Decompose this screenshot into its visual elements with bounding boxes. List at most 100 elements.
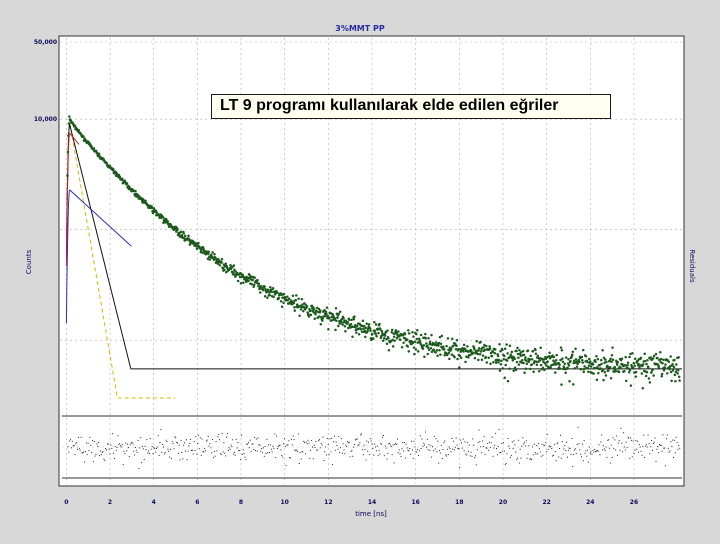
residual-point bbox=[236, 447, 238, 449]
residual-point bbox=[561, 441, 563, 442]
data-point bbox=[520, 350, 523, 354]
residual-point bbox=[362, 454, 364, 456]
residual-point bbox=[645, 445, 646, 447]
data-point bbox=[324, 310, 328, 314]
residual-point bbox=[207, 436, 209, 438]
data-point bbox=[266, 296, 269, 299]
data-point bbox=[477, 349, 480, 352]
residual-point bbox=[571, 438, 573, 439]
residual-point bbox=[202, 451, 204, 453]
residual-point bbox=[249, 439, 251, 441]
residual-point bbox=[78, 447, 80, 449]
data-point bbox=[281, 296, 284, 299]
residual-point bbox=[638, 451, 639, 453]
residual-point bbox=[97, 446, 99, 447]
data-point bbox=[509, 353, 513, 356]
residual-point bbox=[641, 454, 643, 456]
data-point bbox=[532, 370, 535, 374]
residual-point bbox=[111, 447, 113, 449]
residual-point bbox=[425, 431, 426, 433]
data-point bbox=[341, 323, 344, 326]
residual-point bbox=[163, 453, 165, 455]
residual-point bbox=[161, 451, 163, 453]
data-point bbox=[580, 355, 584, 359]
data-point bbox=[416, 329, 419, 332]
data-point bbox=[677, 375, 681, 378]
residual-point bbox=[290, 457, 292, 459]
residual-point bbox=[68, 451, 70, 453]
residual-point bbox=[194, 450, 196, 451]
residual-point bbox=[92, 461, 94, 463]
residual-point bbox=[488, 449, 490, 451]
data-point bbox=[448, 357, 451, 361]
residuals-axis-label: Residuals bbox=[688, 249, 696, 283]
residual-point bbox=[256, 450, 258, 452]
residual-point bbox=[170, 448, 171, 450]
data-point bbox=[440, 334, 444, 338]
residual-point bbox=[191, 449, 193, 451]
data-point bbox=[344, 329, 347, 333]
data-point bbox=[478, 353, 482, 356]
data-point bbox=[261, 288, 265, 292]
residual-point bbox=[81, 452, 83, 454]
data-point bbox=[187, 234, 190, 238]
residual-point bbox=[532, 454, 534, 456]
data-point bbox=[315, 306, 319, 310]
residual-point bbox=[214, 455, 216, 457]
residual-point bbox=[246, 443, 248, 445]
data-point bbox=[66, 150, 70, 154]
residual-point bbox=[230, 444, 232, 446]
data-point bbox=[513, 357, 516, 361]
residual-point bbox=[283, 443, 284, 445]
data-point bbox=[279, 300, 283, 303]
data-point bbox=[647, 366, 650, 370]
residual-point bbox=[611, 457, 613, 458]
data-point bbox=[629, 384, 633, 387]
residual-point bbox=[499, 452, 501, 454]
data-point bbox=[547, 366, 550, 370]
residual-point bbox=[95, 453, 97, 455]
residual-point bbox=[348, 441, 350, 443]
residual-point bbox=[399, 453, 401, 455]
residual-point bbox=[542, 454, 544, 456]
data-point bbox=[647, 377, 651, 380]
residual-point bbox=[627, 436, 629, 438]
residual-point bbox=[382, 435, 384, 436]
data-point bbox=[632, 366, 635, 370]
data-point bbox=[505, 359, 509, 362]
residual-point bbox=[293, 439, 295, 441]
data-point bbox=[327, 327, 330, 331]
residual-point bbox=[325, 446, 327, 448]
data-point bbox=[673, 373, 677, 377]
residual-point bbox=[460, 442, 462, 444]
data-point bbox=[641, 363, 645, 366]
data-point bbox=[641, 386, 645, 390]
data-point bbox=[604, 358, 607, 361]
data-point bbox=[483, 348, 487, 351]
residual-point bbox=[628, 437, 630, 439]
data-point bbox=[502, 357, 506, 361]
x-tick-label: 2 bbox=[108, 499, 112, 506]
residual-point bbox=[251, 443, 253, 445]
residual-point bbox=[364, 449, 366, 451]
data-point bbox=[360, 330, 364, 333]
data-point bbox=[631, 352, 634, 355]
residual-point bbox=[369, 438, 371, 440]
data-point bbox=[207, 252, 210, 256]
residual-point bbox=[593, 451, 595, 453]
residual-point bbox=[289, 457, 291, 458]
residual-point bbox=[423, 442, 425, 444]
residual-point bbox=[69, 440, 71, 442]
residual-point bbox=[642, 445, 644, 447]
data-point bbox=[663, 366, 667, 369]
residual-point bbox=[554, 451, 556, 452]
residual-point bbox=[426, 438, 428, 440]
data-point bbox=[380, 329, 384, 333]
residual-point bbox=[154, 447, 156, 449]
residual-point bbox=[673, 439, 675, 441]
residual-point bbox=[219, 453, 221, 455]
residual-point bbox=[510, 456, 511, 458]
residual-point bbox=[453, 440, 455, 442]
residual-point bbox=[387, 453, 389, 455]
data-point bbox=[413, 352, 416, 356]
